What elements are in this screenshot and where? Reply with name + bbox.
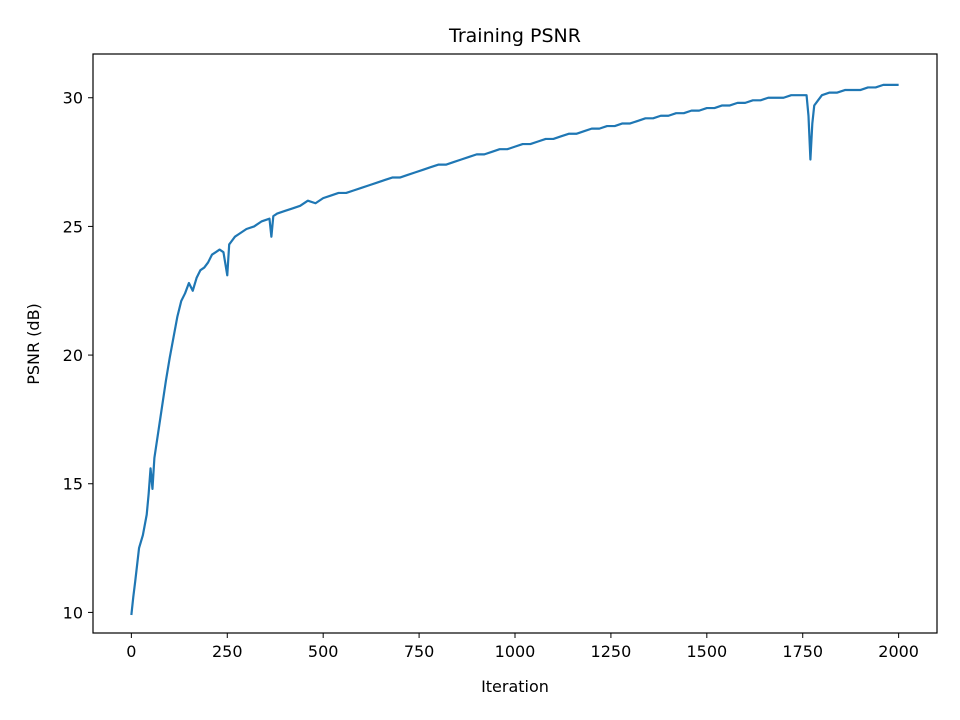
x-tick-label: 1250	[591, 642, 632, 661]
x-axis-label: Iteration	[481, 677, 549, 696]
x-axis: 0 250 500 750 1000 1250 1500 1750 2000	[126, 633, 919, 661]
chart-title: Training PSNR	[448, 25, 581, 47]
x-tick-label: 1000	[495, 642, 536, 661]
y-tick-label: 20	[63, 346, 83, 365]
x-tick-label: 1750	[782, 642, 823, 661]
y-axis-label: PSNR (dB)	[24, 303, 43, 385]
y-tick-label: 25	[63, 217, 83, 236]
x-tick-label: 750	[404, 642, 435, 661]
y-axis: 10 15 20 25 30	[63, 89, 93, 622]
x-tick-label: 2000	[878, 642, 919, 661]
x-tick-label: 0	[126, 642, 136, 661]
x-tick-label: 500	[308, 642, 339, 661]
plot-area	[130, 83, 899, 616]
y-tick-label: 10	[63, 603, 83, 622]
y-tick-label: 30	[63, 89, 83, 108]
x-tick-label: 250	[212, 642, 243, 661]
y-tick-label: 15	[63, 475, 83, 494]
psnr-series-line	[130, 83, 899, 616]
x-tick-label: 1500	[686, 642, 727, 661]
